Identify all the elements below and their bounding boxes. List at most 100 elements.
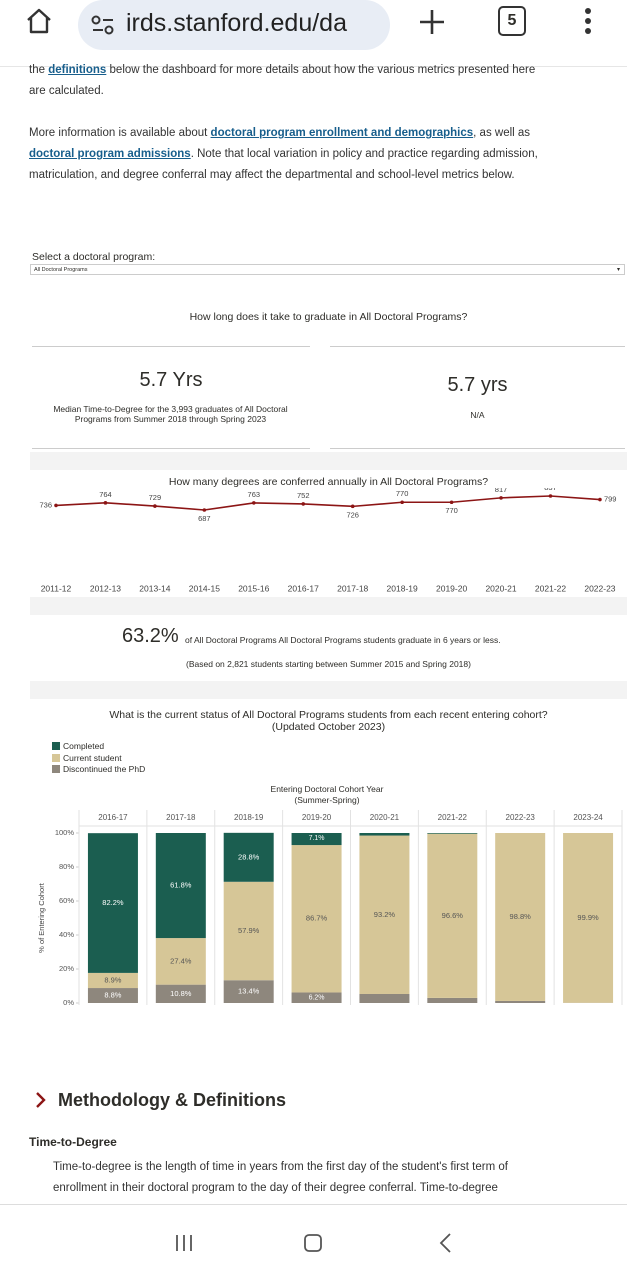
- select-label: Select a doctoral program:: [32, 251, 156, 263]
- x-tick-label: 2013-14: [139, 583, 170, 593]
- bar-segment: [359, 833, 410, 836]
- completion-text: of All Doctoral Programs All Doctoral Pr…: [185, 635, 501, 645]
- data-label: 10.8%: [170, 989, 192, 998]
- bar-segment: [155, 938, 206, 985]
- section-band: [30, 681, 627, 699]
- data-label: 799: [604, 495, 617, 504]
- x-tick-label: 2022-23: [506, 813, 536, 822]
- x-tick-label: 2016-17: [98, 813, 128, 822]
- y-tick-label: 80%: [59, 862, 74, 871]
- x-tick-label: 2015-16: [238, 583, 269, 593]
- data-label: 93.2%: [374, 910, 396, 919]
- link[interactable]: definitions: [48, 64, 107, 76]
- section-heading: Time-to-Degree: [29, 1135, 117, 1149]
- legend-label: Completed: [63, 741, 105, 751]
- divider: [32, 346, 310, 347]
- x-axis-title: Entering Doctoral Cohort Year (Summer-Sp…: [270, 784, 384, 805]
- bar-segment: [223, 832, 274, 882]
- bar-segment: [427, 997, 478, 1003]
- legend: Completed Current student Discontinued the…: [52, 741, 145, 776]
- link[interactable]: doctoral program admissions: [29, 148, 191, 160]
- kpi-caption: Median Time-to-Degree for the 3,993 grad…: [53, 404, 288, 424]
- program-select[interactable]: All Doctoral Programs ▾: [30, 264, 625, 275]
- line-point: [400, 500, 404, 505]
- bar-chart-title: What is the current status of All Doctor…: [109, 709, 548, 721]
- data-label: 736: [39, 500, 52, 509]
- bar-segment: [563, 833, 614, 1003]
- stacked-bar-chart: % of Entering Cohort 0% 20% 40% 60% 80% 100% 20…: [37, 810, 623, 1007]
- methodology-title[interactable]: Methodology & Definitions: [58, 1090, 286, 1110]
- data-label: 99.9%: [577, 913, 599, 922]
- data-label: 752: [297, 491, 310, 500]
- bar-segment: [495, 833, 546, 1001]
- bar-segment: [427, 833, 478, 834]
- section-text: Time-to-degree is the length of time in …: [53, 1161, 508, 1194]
- data-label: 817: [495, 488, 508, 494]
- expand-chevron[interactable]: [33, 1090, 49, 1110]
- legend-item: Current student: [52, 753, 145, 765]
- line-point: [153, 504, 157, 508]
- select-value: All Doctoral Programs: [34, 267, 88, 273]
- kpi-caption: N/A: [470, 410, 485, 420]
- bar-segment: [155, 833, 206, 939]
- data-label: 770: [445, 506, 458, 515]
- data-label: 13.4%: [238, 987, 260, 996]
- data-label: 86.7%: [306, 914, 328, 923]
- data-label: 8.8%: [104, 991, 121, 1000]
- x-tick-label: 2021-22: [535, 583, 566, 593]
- data-label: 8.9%: [104, 975, 121, 984]
- text-run: . Note that local variation in policy an…: [29, 148, 538, 181]
- text-run: , as well as: [473, 127, 531, 139]
- recent-apps-button[interactable]: [174, 1233, 194, 1253]
- bar-segment: [223, 980, 274, 1003]
- x-tick-label: 2011-12: [41, 583, 72, 593]
- y-tick-label: 0%: [63, 998, 74, 1007]
- data-label: 726: [346, 510, 359, 519]
- legend-item: Completed: [52, 741, 145, 753]
- line-point: [598, 497, 602, 502]
- bar-segment: [291, 992, 342, 1003]
- kpi-value: 5.7 Yrs: [139, 369, 203, 391]
- line-point: [499, 496, 503, 500]
- url-bar[interactable]: irds.stanford.edu/da: [78, 0, 390, 50]
- line-point: [449, 500, 454, 505]
- tab-count[interactable]: 5: [498, 6, 526, 36]
- data-label: 764: [99, 490, 112, 499]
- legend-swatch: [52, 742, 60, 750]
- x-tick-label: 2022-23: [584, 583, 615, 593]
- intro-paragraph: More information is available about doct…: [29, 123, 544, 186]
- data-label: 28.8%: [238, 852, 260, 861]
- home-button[interactable]: [24, 6, 54, 36]
- y-tick-label: 60%: [59, 896, 74, 905]
- site-info-icon[interactable]: [90, 14, 116, 36]
- x-tick-label: 2016-17: [288, 583, 319, 593]
- x-tick-label: 2018-19: [234, 813, 264, 822]
- divider: [330, 448, 625, 449]
- bar-segment: [427, 833, 478, 998]
- text-run: the: [29, 64, 49, 76]
- bar-segment: [87, 972, 138, 989]
- back-button[interactable]: [436, 1232, 456, 1254]
- url-text: irds.stanford.edu/da: [126, 9, 347, 37]
- x-tick-label: 2014-15: [189, 583, 220, 593]
- select-arrow: ▾: [616, 267, 620, 273]
- divider: [32, 448, 310, 449]
- data-label: 82.2%: [102, 898, 124, 907]
- legend-swatch: [52, 753, 60, 762]
- divider: [0, 66, 627, 67]
- y-tick-label: 100%: [55, 828, 75, 837]
- data-label: 763: [248, 490, 261, 499]
- home-nav-button[interactable]: [302, 1232, 324, 1254]
- browser-bar: irds.stanford.edu/da 5: [0, 0, 627, 50]
- link[interactable]: doctoral program enrollment and demograp…: [210, 127, 474, 139]
- bar-chart-subtitle: (Updated October 2023): [271, 721, 386, 733]
- ttd-question: How long does it take to graduate in All…: [189, 311, 468, 323]
- line-series: [55, 495, 601, 511]
- menu-button[interactable]: [580, 6, 596, 36]
- legend-item: Discontinued the PhD: [52, 764, 145, 776]
- section-band: [30, 452, 627, 470]
- data-label: 27.4%: [170, 956, 192, 965]
- bar-segment: [291, 833, 342, 846]
- new-tab-button[interactable]: [418, 8, 446, 36]
- line-point: [252, 501, 256, 505]
